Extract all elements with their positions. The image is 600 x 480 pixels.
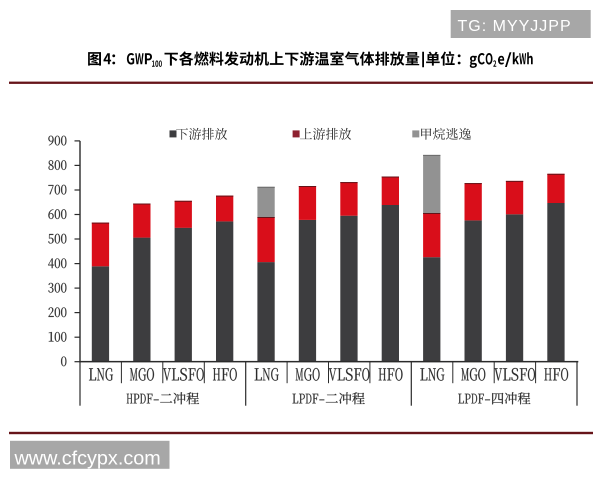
svg-text:TG: MYYJJPP: TG: MYYJJPP (458, 18, 572, 35)
svg-text:www.cfcypx.com: www.cfcypx.com (14, 448, 161, 470)
